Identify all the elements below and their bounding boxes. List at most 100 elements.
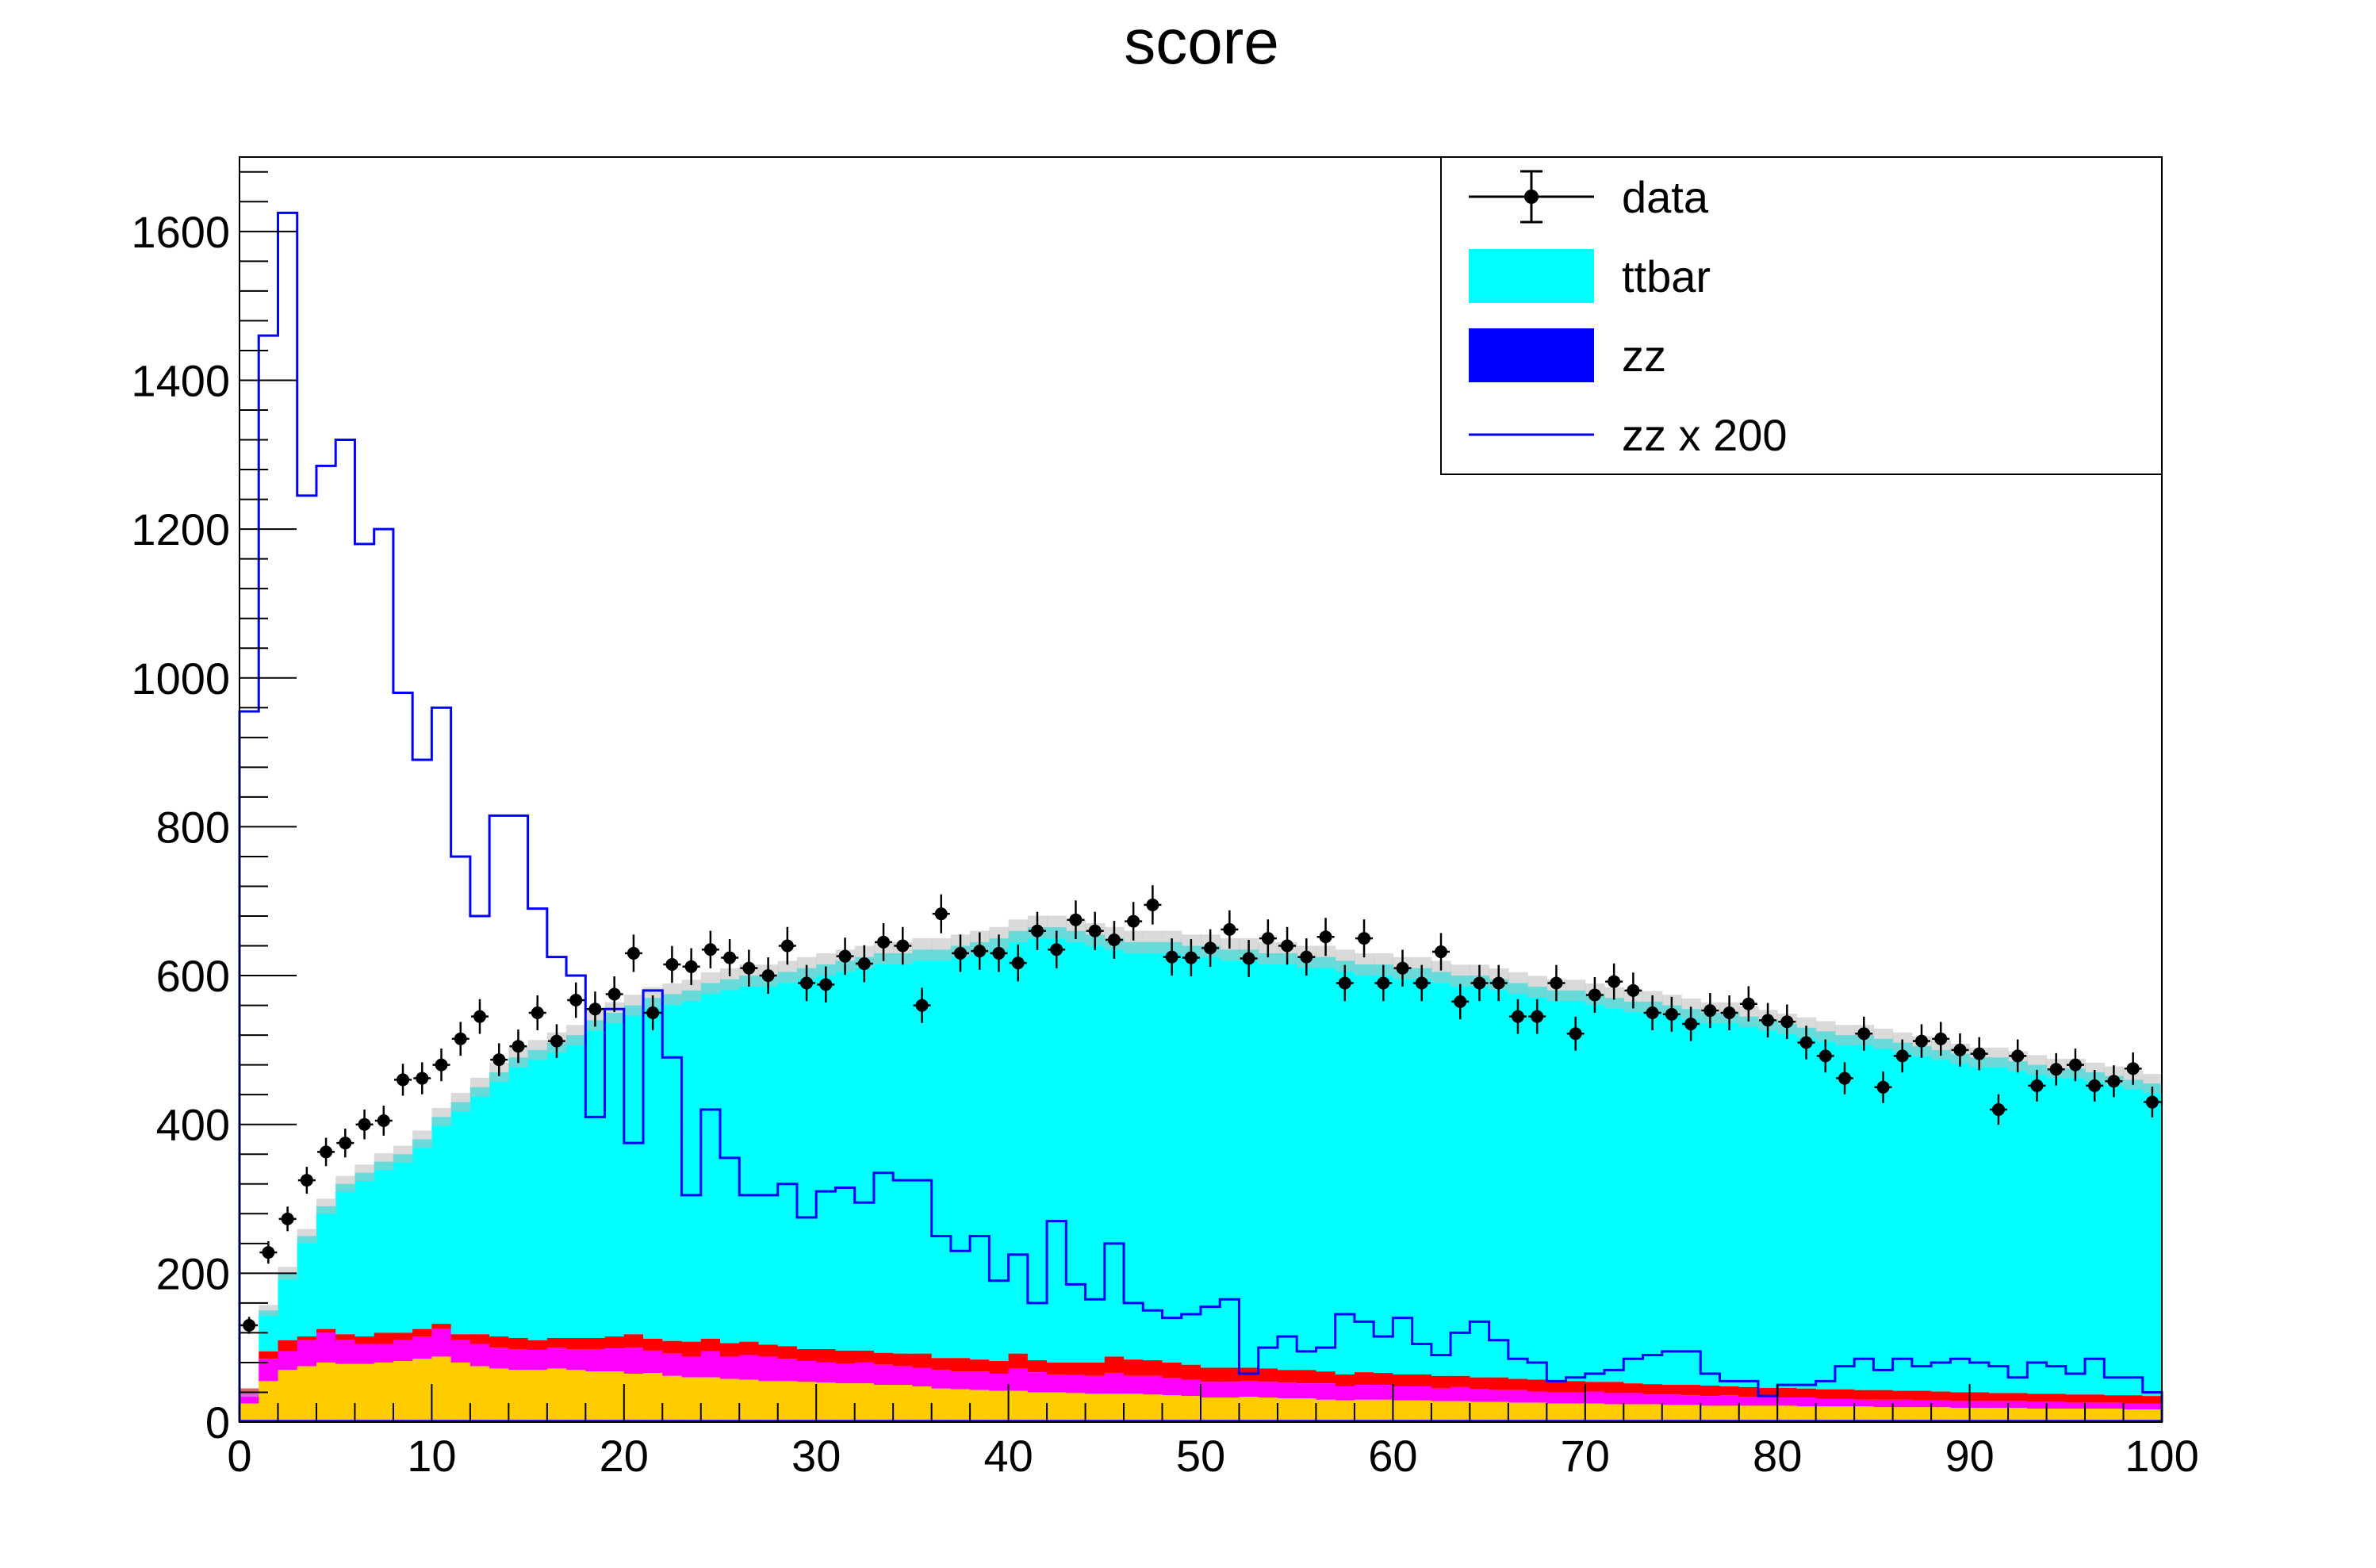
yellow-bar <box>1335 1400 1355 1420</box>
ttbar-bar <box>1931 1049 1951 1392</box>
red-bar <box>623 1334 644 1348</box>
red-bar <box>374 1332 394 1344</box>
red-bar <box>1220 1367 1240 1382</box>
data-point <box>300 1174 313 1187</box>
ttbar-bar <box>1604 998 1624 1382</box>
zz-bar <box>1239 1420 1259 1422</box>
yellow-bar <box>566 1370 586 1420</box>
magenta-bar <box>2065 1402 2086 1409</box>
x-tick-label: 60 <box>1368 1431 1417 1481</box>
ttbar-bar <box>1892 1042 1913 1391</box>
red-bar <box>2104 1395 2125 1403</box>
zz-bar <box>1661 1420 1682 1422</box>
data-point <box>358 1118 371 1131</box>
yellow-bar <box>1815 1406 1836 1420</box>
red-bar <box>1988 1393 2009 1401</box>
magenta-bar <box>431 1328 452 1357</box>
zz-bar <box>1220 1420 1240 1422</box>
zz-bar <box>2104 1420 2125 1422</box>
magenta-bar <box>1623 1393 1644 1405</box>
ttbar-bar <box>585 1020 606 1338</box>
red-bar <box>643 1338 663 1351</box>
magenta-bar <box>720 1356 740 1379</box>
yellow-bar <box>450 1362 471 1420</box>
ttbar-bar <box>297 1236 317 1337</box>
ttbar-bar <box>970 941 990 1360</box>
zz-bar <box>1738 1420 1759 1422</box>
red-bar <box>854 1350 875 1363</box>
zz-bar <box>1527 1420 1547 1422</box>
yellow-bar <box>1719 1405 1740 1420</box>
x-tick-label: 40 <box>983 1431 1033 1481</box>
red-bar <box>1681 1385 1701 1396</box>
magenta-bar <box>354 1344 375 1364</box>
data-point <box>243 1319 256 1332</box>
yellow-bar <box>1239 1397 1259 1420</box>
uncertainty-band <box>412 1130 432 1148</box>
red-bar <box>1143 1360 1163 1376</box>
magenta-bar <box>1931 1400 1951 1408</box>
yellow-bar <box>1277 1397 1297 1420</box>
y-tick-label: 1000 <box>131 654 230 703</box>
magenta-bar <box>527 1349 548 1371</box>
red-bar <box>989 1361 1010 1374</box>
data-point <box>2088 1079 2102 1092</box>
magenta-bar <box>393 1340 413 1362</box>
magenta-bar <box>1162 1378 1182 1396</box>
uncertainty-band <box>316 1198 336 1214</box>
ttbar-bar <box>1431 972 1451 1376</box>
uncertainty-band <box>912 938 933 961</box>
zz-bar <box>508 1420 529 1422</box>
ttbar-bar <box>316 1206 336 1329</box>
red-bar <box>1027 1360 1048 1373</box>
zz-bar <box>374 1420 394 1422</box>
magenta-bar <box>1374 1385 1393 1400</box>
yellow-bar <box>240 1403 259 1420</box>
zz-bar <box>2123 1420 2144 1422</box>
ttbar-bar <box>1374 964 1393 1374</box>
yellow-bar <box>1969 1408 1990 1420</box>
data-point <box>569 994 583 1007</box>
magenta-bar <box>1047 1374 1067 1393</box>
ttbar-bar <box>1335 960 1355 1374</box>
data-point <box>454 1032 467 1045</box>
zz-bar <box>278 1420 298 1422</box>
data-point <box>1627 983 1640 997</box>
red-bar <box>816 1349 837 1363</box>
zz-bar <box>354 1420 375 1422</box>
y-tick-label: 200 <box>156 1248 230 1298</box>
ttbar-bar <box>469 1087 490 1335</box>
red-bar <box>1873 1390 1894 1400</box>
ttbar-bar <box>1162 941 1182 1363</box>
yellow-bar <box>1565 1403 1586 1420</box>
data-point <box>819 978 833 991</box>
data-point <box>1511 1010 1524 1023</box>
yellow-bar <box>374 1362 394 1420</box>
yellow-bar <box>1124 1394 1144 1420</box>
ttbar-bar <box>931 949 952 1359</box>
zz-bar <box>1892 1420 1913 1422</box>
magenta-bar <box>1104 1373 1125 1394</box>
zz-bar <box>720 1420 740 1422</box>
zz-bar <box>2008 1420 2028 1422</box>
yellow-bar <box>585 1371 606 1420</box>
data-points-layer <box>240 885 2161 1334</box>
zz-bar <box>297 1420 317 1422</box>
ttbar-bar <box>374 1161 394 1333</box>
data-point <box>1184 951 1198 964</box>
magenta-bar <box>546 1348 567 1369</box>
data-point <box>2030 1079 2044 1092</box>
data-point <box>1319 930 1332 944</box>
ttbar-bar <box>1527 987 1547 1380</box>
data-point <box>1088 924 1102 937</box>
data-point <box>281 1212 294 1225</box>
yellow-bar <box>2085 1409 2105 1420</box>
ttbar-bar <box>2104 1075 2125 1396</box>
ttbar-bar <box>1027 927 1048 1361</box>
ttbar-bar <box>1277 953 1297 1371</box>
zz-bar <box>489 1420 509 1422</box>
zz-bar <box>2027 1420 2048 1422</box>
data-point <box>1665 1007 1678 1021</box>
ttbar-bar <box>681 990 702 1342</box>
magenta-bar <box>1027 1372 1048 1393</box>
